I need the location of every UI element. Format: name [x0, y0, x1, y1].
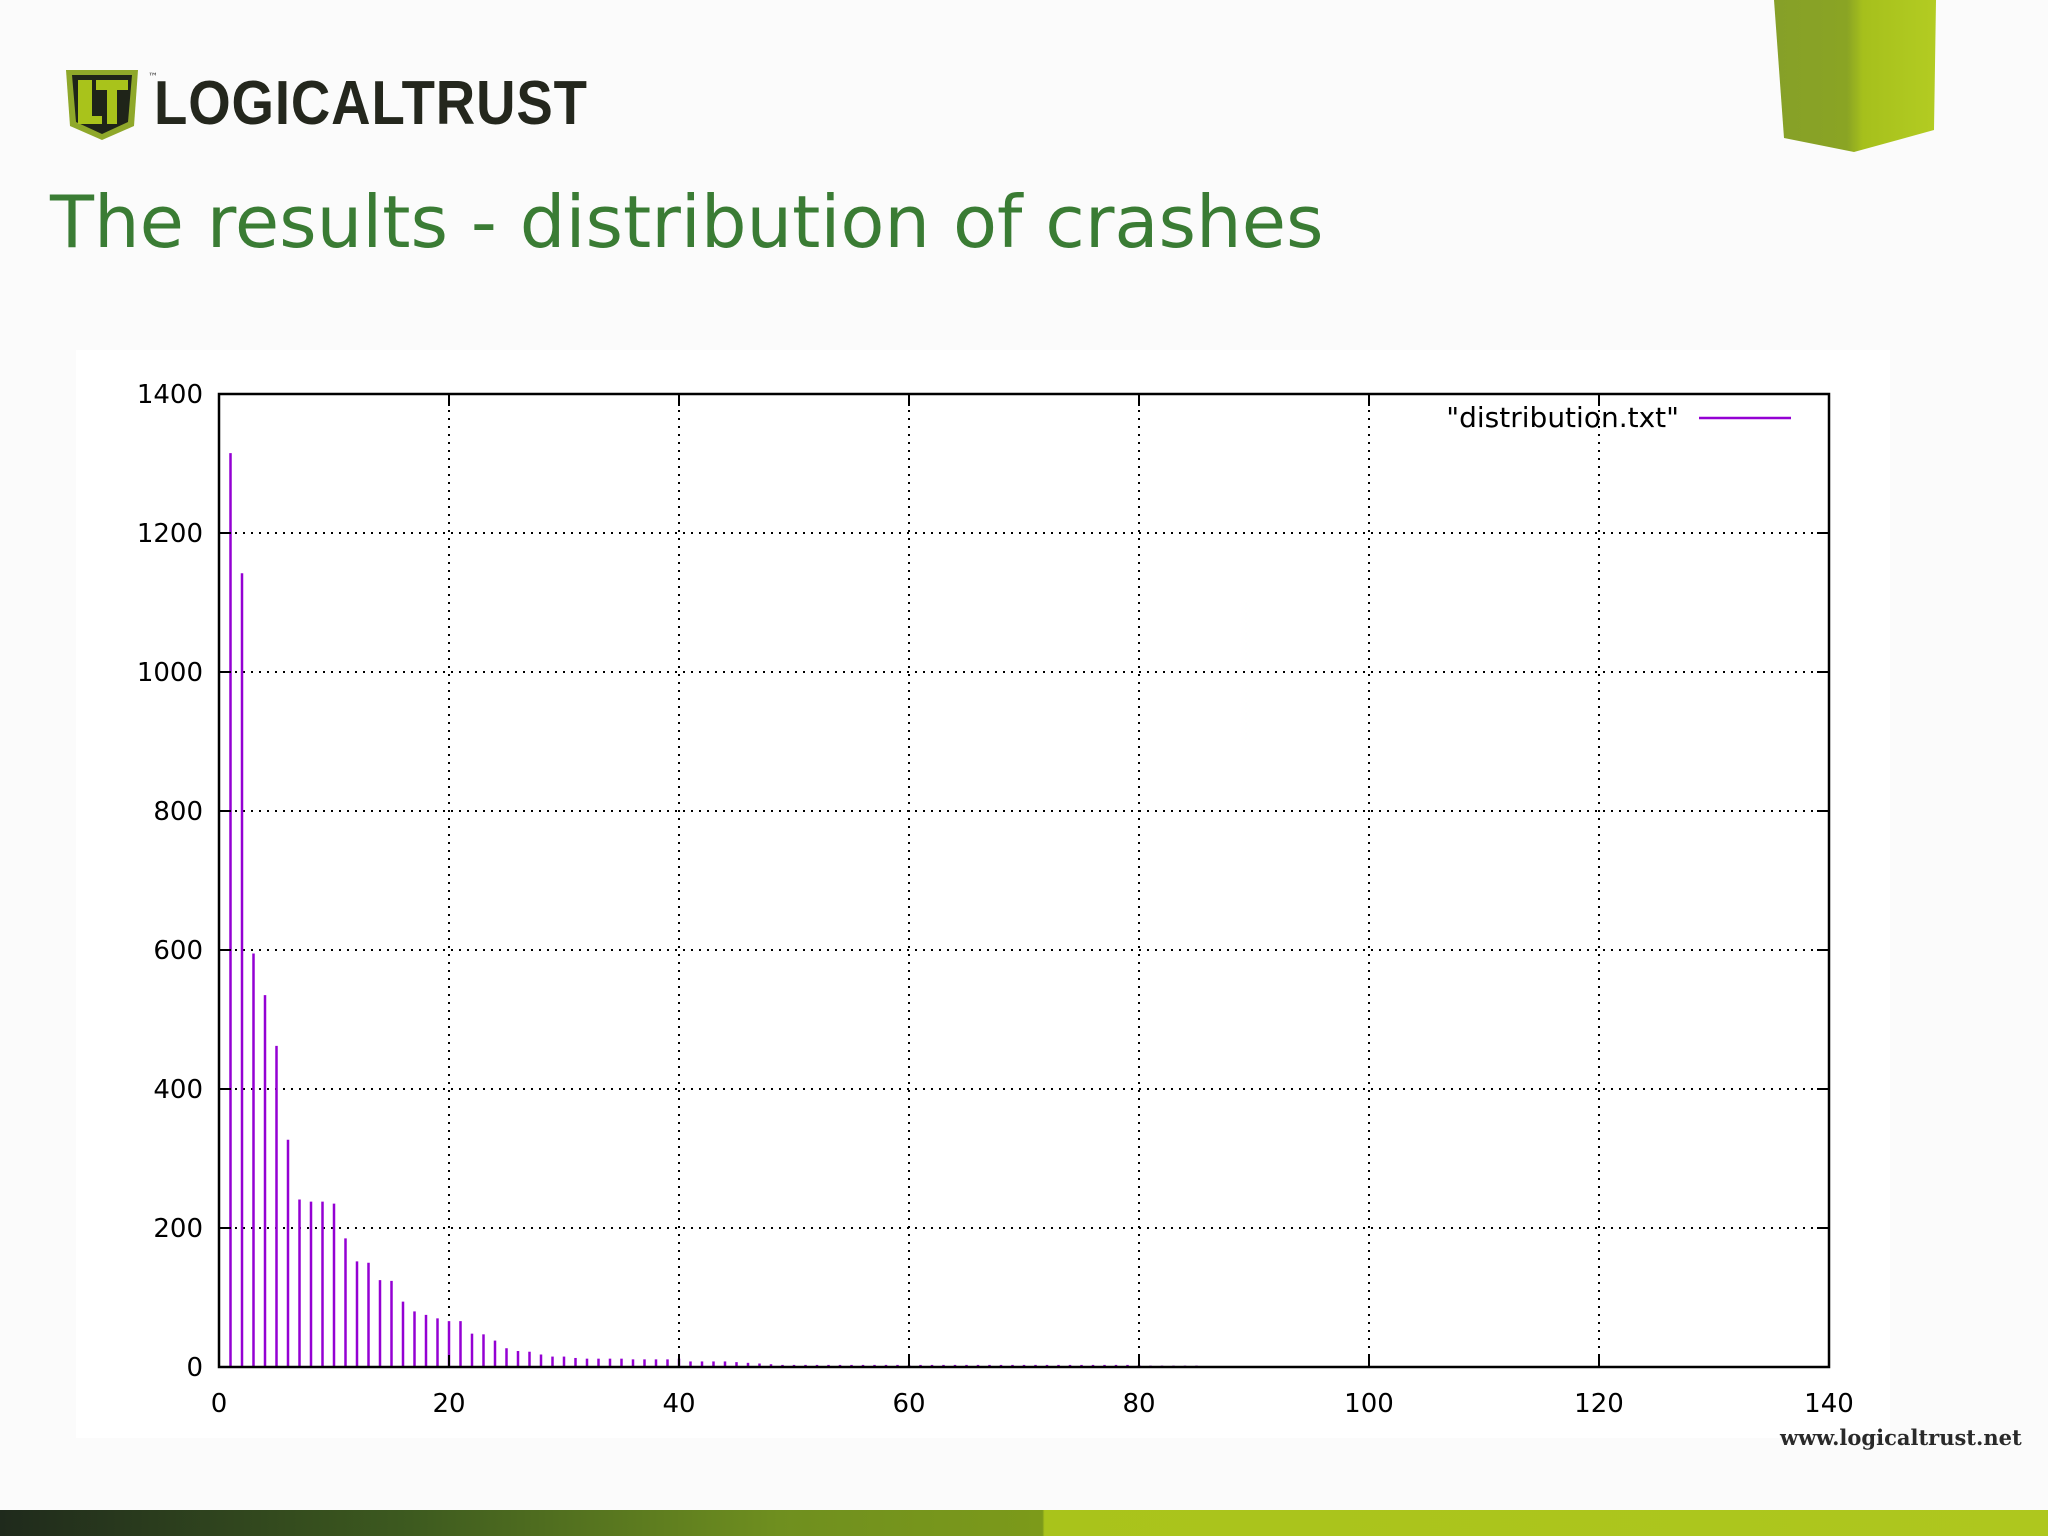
chart-legend: "distribution.txt" — [1446, 401, 1791, 434]
logicaltrust-logo: LOGICALTRUST — [62, 62, 647, 146]
lt-shield-icon — [66, 70, 138, 140]
distribution-chart: 0 20 40 60 80 100 120 1400200400600800100012001… — [137, 380, 1854, 1419]
x-tick-label: 20 — [432, 1389, 465, 1419]
x-tick-label: 80 — [1122, 1389, 1155, 1419]
x-tick-label: 100 — [1344, 1389, 1394, 1419]
chart-frame: 0 20 40 60 80 100 120 140 0 200 400 600 800 1000 1200 1… — [76, 350, 1890, 1438]
footer-url: www.logicaltrust.net — [1780, 1425, 2022, 1450]
chart-ticks: 0 20 40 60 80 100 120 1400200400600800100012001… — [137, 380, 1854, 1419]
trademark-symbol: ™ — [148, 72, 158, 83]
y-tick-label: 800 — [153, 797, 203, 827]
y-tick-label: 1400 — [137, 380, 203, 410]
y-tick-label: 1200 — [137, 519, 203, 549]
y-tick-label: 200 — [153, 1214, 203, 1244]
chart-bars — [229, 453, 1198, 1367]
y-tick-label: 1000 — [137, 658, 203, 688]
y-tick-label: 600 — [153, 936, 203, 966]
chart-grid — [219, 394, 1829, 1367]
y-tick-label: 0 — [186, 1353, 203, 1383]
page-title: The results - distribution of crashes — [50, 180, 1324, 264]
legend-label: "distribution.txt" — [1446, 401, 1679, 434]
y-tick-label: 400 — [153, 1075, 203, 1105]
x-tick-label: 120 — [1574, 1389, 1624, 1419]
decorative-tab-shape — [1774, 0, 1936, 152]
bottom-accent-bar — [0, 1510, 2048, 1536]
x-tick-label: 60 — [892, 1389, 925, 1419]
x-tick-label: 40 — [662, 1389, 695, 1419]
x-tick-label: 140 — [1804, 1389, 1854, 1419]
plot-border — [217, 392, 1831, 1369]
brand-name: LOGICALTRUST — [154, 69, 588, 138]
x-tick-label: 0 — [211, 1389, 228, 1419]
